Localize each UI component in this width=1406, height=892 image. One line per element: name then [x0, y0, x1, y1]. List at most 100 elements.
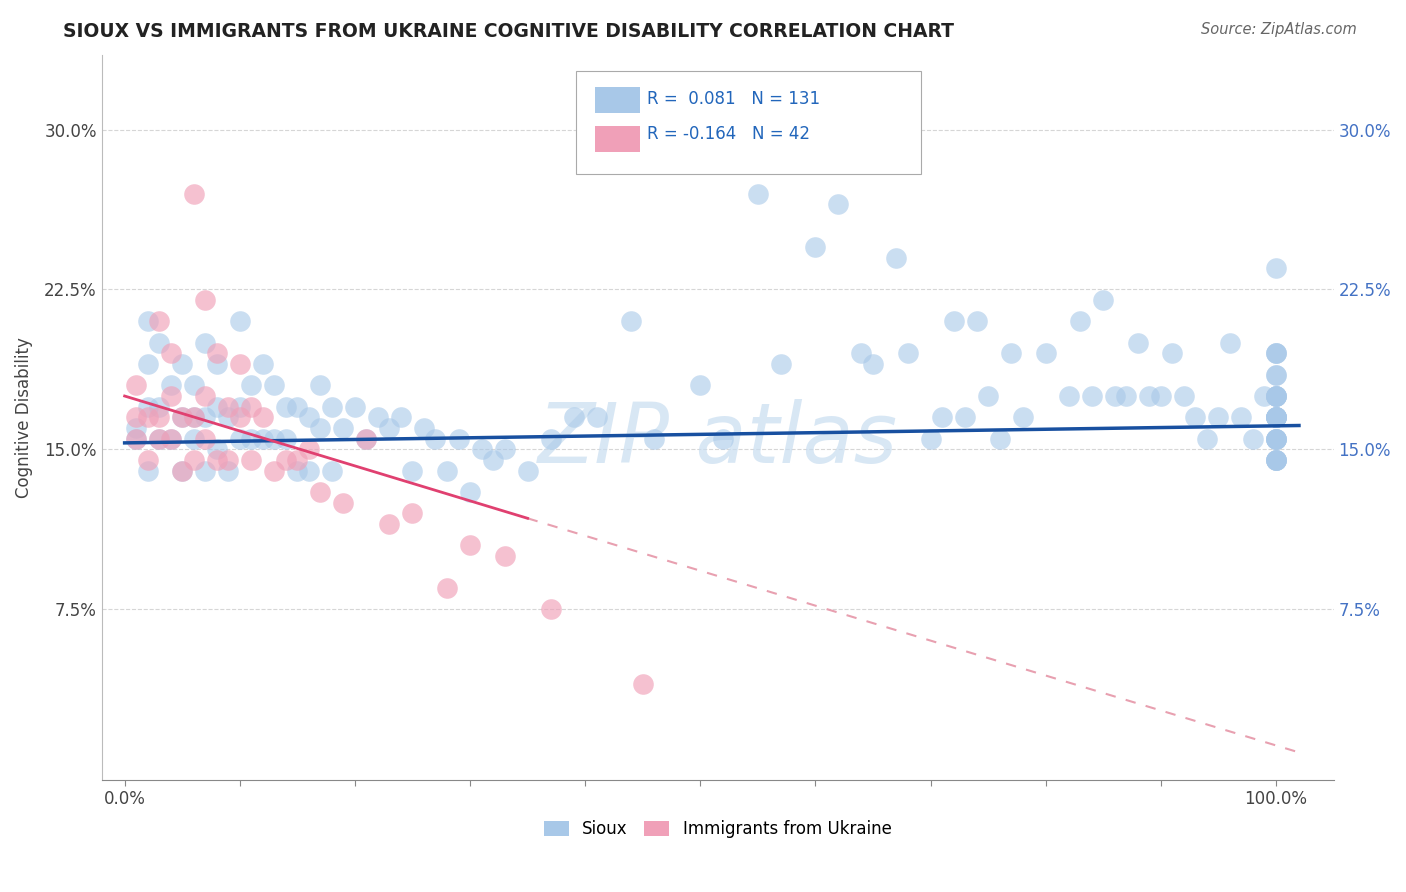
- Point: [229, 357, 252, 371]
- Point: [136, 357, 159, 371]
- Point: [1265, 432, 1288, 446]
- Point: [194, 335, 217, 350]
- Point: [1184, 410, 1206, 425]
- Point: [1265, 432, 1288, 446]
- Point: [920, 432, 942, 446]
- Point: [1219, 335, 1241, 350]
- Text: Source: ZipAtlas.com: Source: ZipAtlas.com: [1201, 22, 1357, 37]
- Point: [1265, 410, 1288, 425]
- Point: [240, 400, 263, 414]
- Point: [159, 432, 181, 446]
- Point: [148, 432, 170, 446]
- Point: [183, 432, 205, 446]
- Point: [482, 453, 505, 467]
- Point: [205, 442, 228, 457]
- Point: [274, 432, 297, 446]
- Point: [1265, 346, 1288, 360]
- Point: [252, 432, 274, 446]
- Point: [769, 357, 792, 371]
- Point: [148, 410, 170, 425]
- Point: [136, 464, 159, 478]
- Point: [159, 378, 181, 392]
- Point: [1265, 389, 1288, 403]
- Point: [884, 251, 907, 265]
- Point: [274, 400, 297, 414]
- Point: [240, 432, 263, 446]
- Text: R = -0.164   N = 42: R = -0.164 N = 42: [647, 125, 810, 144]
- Point: [263, 464, 285, 478]
- Point: [1265, 368, 1288, 382]
- Point: [827, 197, 849, 211]
- Y-axis label: Cognitive Disability: Cognitive Disability: [15, 337, 32, 498]
- Point: [1230, 410, 1253, 425]
- Point: [643, 432, 665, 446]
- Point: [1069, 314, 1091, 328]
- Point: [125, 410, 148, 425]
- Point: [148, 314, 170, 328]
- Point: [711, 432, 734, 446]
- Point: [298, 410, 321, 425]
- Point: [229, 400, 252, 414]
- Point: [172, 464, 194, 478]
- Point: [194, 293, 217, 307]
- Point: [447, 432, 470, 446]
- Point: [516, 464, 538, 478]
- Point: [229, 410, 252, 425]
- Point: [1265, 368, 1288, 382]
- Point: [159, 389, 181, 403]
- Point: [494, 442, 516, 457]
- Point: [252, 410, 274, 425]
- Point: [689, 378, 711, 392]
- Point: [1126, 335, 1149, 350]
- Point: [172, 410, 194, 425]
- Point: [356, 432, 378, 446]
- Point: [458, 538, 481, 552]
- Point: [1265, 432, 1288, 446]
- Point: [356, 432, 378, 446]
- Point: [470, 442, 492, 457]
- Point: [274, 453, 297, 467]
- Point: [183, 410, 205, 425]
- Point: [159, 346, 181, 360]
- Point: [436, 581, 458, 595]
- Point: [194, 432, 217, 446]
- Point: [125, 421, 148, 435]
- Point: [321, 400, 343, 414]
- Point: [229, 432, 252, 446]
- Point: [285, 400, 308, 414]
- Point: [851, 346, 873, 360]
- Point: [585, 410, 607, 425]
- Point: [217, 400, 239, 414]
- Point: [401, 464, 423, 478]
- Point: [1195, 432, 1218, 446]
- Point: [1104, 389, 1126, 403]
- Point: [1265, 432, 1288, 446]
- Text: ZIP atlas: ZIP atlas: [537, 399, 897, 480]
- Point: [298, 442, 321, 457]
- Point: [1253, 389, 1275, 403]
- Point: [1265, 410, 1288, 425]
- Point: [401, 506, 423, 520]
- Point: [1011, 410, 1033, 425]
- Point: [194, 389, 217, 403]
- Point: [942, 314, 965, 328]
- Point: [1161, 346, 1184, 360]
- Point: [1000, 346, 1022, 360]
- Point: [562, 410, 585, 425]
- Point: [1265, 346, 1288, 360]
- Point: [148, 335, 170, 350]
- Point: [413, 421, 436, 435]
- Point: [540, 432, 562, 446]
- Point: [285, 464, 308, 478]
- Point: [298, 464, 321, 478]
- Point: [285, 453, 308, 467]
- Point: [1265, 410, 1288, 425]
- Point: [136, 314, 159, 328]
- Point: [1265, 346, 1288, 360]
- Point: [309, 421, 332, 435]
- Point: [125, 432, 148, 446]
- Point: [332, 495, 354, 509]
- Point: [494, 549, 516, 563]
- Text: SIOUX VS IMMIGRANTS FROM UKRAINE COGNITIVE DISABILITY CORRELATION CHART: SIOUX VS IMMIGRANTS FROM UKRAINE COGNITI…: [63, 22, 955, 41]
- Point: [229, 314, 252, 328]
